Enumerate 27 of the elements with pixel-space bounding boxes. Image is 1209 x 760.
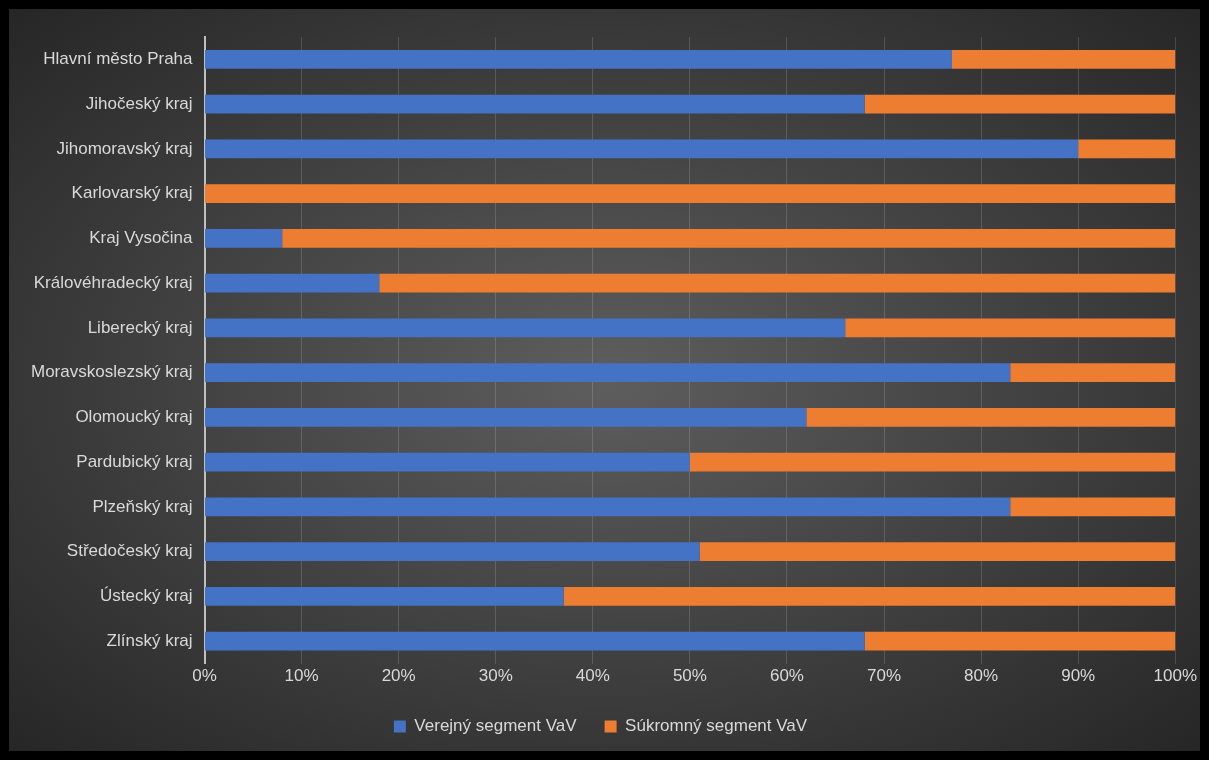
y-tick-label: Královéhradecký kraj (33, 272, 193, 292)
x-tick-label: 0% (192, 666, 217, 686)
y-tick-label: Karlovarský kraj (71, 183, 193, 203)
x-tick-label: 10% (284, 666, 319, 686)
x-tick-label: 30% (478, 666, 513, 686)
y-tick-label: Moravskoslezský kraj (30, 362, 193, 382)
y-tick-label: Jihomoravský kraj (56, 138, 193, 158)
y-tick-label: Hlavní město Praha (43, 49, 194, 69)
y-tick-label: Jihočeský kraj (85, 93, 193, 113)
y-tick-label: Pardubický kraj (76, 451, 193, 471)
y-tick-label: Olomoucký kraj (75, 407, 193, 427)
y-tick-label: Ústecký kraj (99, 586, 193, 606)
y-tick-label: Zlínský kraj (106, 630, 193, 650)
y-tick-label: Kraj Vysočina (89, 228, 194, 248)
y-tick-label: Plzeňský kraj (92, 496, 193, 516)
y-tick-label: Liberecký kraj (87, 317, 193, 337)
x-tick-label: 80% (964, 666, 999, 686)
x-tick-label: 70% (867, 666, 902, 686)
y-tick-label: Středočeský kraj (66, 541, 193, 561)
legend-label: Verejný segment VaV (414, 716, 578, 736)
x-tick-label: 40% (575, 666, 610, 686)
x-tick-label: 50% (672, 666, 707, 686)
x-tick-label: 100% (1153, 666, 1197, 686)
x-tick-label: 20% (381, 666, 416, 686)
x-tick-label: 60% (769, 666, 804, 686)
x-tick-label: 90% (1061, 666, 1096, 686)
legend-label: Súkromný segment VaV (625, 716, 808, 736)
